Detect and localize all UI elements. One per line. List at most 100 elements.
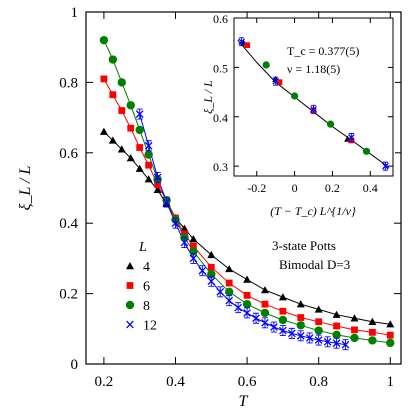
series-line-L8 <box>103 39 391 344</box>
data-point-L6 <box>145 161 153 169</box>
legend-label-L12: 12 <box>143 319 157 334</box>
data-point-L4 <box>108 136 117 144</box>
legend-marker-L8 <box>125 300 135 310</box>
data-point-L12 <box>198 266 207 275</box>
y-axis-title: ξ_L / L <box>17 166 34 211</box>
data-point-L4 <box>314 305 323 313</box>
inset-plot-frame <box>233 17 394 177</box>
data-point-L12 <box>144 141 153 150</box>
main-x-tick-label: 0.6 <box>238 374 257 390</box>
inset-series-markers <box>238 37 389 171</box>
data-point-L12 <box>171 219 180 228</box>
inset-annotation-tc: T_c = 0.377(5) <box>287 44 359 58</box>
data-point-L12 <box>279 326 287 335</box>
data-point-L8 <box>332 330 341 339</box>
data-point-L12 <box>314 336 323 344</box>
data-point-L4 <box>144 175 153 183</box>
data-point-L4 <box>99 127 108 135</box>
main-x-tick-label: 0.4 <box>166 374 185 390</box>
inset-y-axis-title: ξ_L / L <box>201 80 215 114</box>
inset-data-point-L6 <box>276 79 283 86</box>
inset-x-tick-label: -0.2 <box>247 181 266 195</box>
main-y-tick-label: 0.4 <box>59 216 78 232</box>
data-point-L6 <box>127 124 135 132</box>
data-point-L8 <box>278 315 288 325</box>
data-point-L6 <box>333 322 340 330</box>
data-point-L12 <box>287 329 296 338</box>
legend-marker-L12 <box>126 320 134 329</box>
data-point-L4 <box>117 145 126 153</box>
inset-x-tick-label: 0.2 <box>325 181 340 195</box>
inset-y-tick-label: 0.4 <box>213 111 228 125</box>
data-point-L4 <box>386 320 395 328</box>
data-point-L12 <box>162 198 171 206</box>
inset-y-tick-label: 0.6 <box>213 12 228 26</box>
legend: L 4 6 8 12 <box>125 240 157 334</box>
data-point-L4 <box>350 314 359 322</box>
data-point-L12 <box>243 309 251 317</box>
data-point-L8 <box>296 321 305 330</box>
data-point-L6 <box>136 144 144 151</box>
inset-x-tick-label: 0 <box>292 181 298 195</box>
data-point-L8 <box>224 287 234 297</box>
data-point-L12 <box>207 277 216 286</box>
legend-title: L <box>138 240 147 255</box>
data-point-L6 <box>368 328 376 336</box>
inset-x-tick-label: 0.4 <box>363 181 378 195</box>
data-point-L4 <box>189 235 198 243</box>
inset-x-axis-title: (T − T_c) L^{1/ν} <box>270 204 356 218</box>
data-point-L4 <box>180 224 189 232</box>
model-annotation-line-1: 3-state Potts <box>272 238 336 253</box>
data-point-L8 <box>260 308 270 318</box>
main-x-tick-label: 0.8 <box>309 374 328 390</box>
data-point-L12 <box>135 110 144 118</box>
data-point-L8 <box>368 336 377 345</box>
data-point-L4 <box>225 264 234 273</box>
series-line-L6 <box>103 78 391 336</box>
model-annotation-line-2: Bimodal D=3 <box>279 257 350 272</box>
data-point-L6 <box>243 291 251 299</box>
data-point-L6 <box>386 331 394 339</box>
inset-data-point-L12 <box>382 162 389 170</box>
data-point-L8 <box>117 78 126 87</box>
data-point-L12 <box>332 339 341 348</box>
data-point-L12 <box>180 238 189 247</box>
data-point-L6 <box>207 263 215 271</box>
data-point-L6 <box>351 326 358 334</box>
data-point-L6 <box>118 107 126 114</box>
data-point-L6 <box>154 181 161 188</box>
data-point-L6 <box>315 318 323 326</box>
inset-data-point-L12 <box>310 105 317 113</box>
inset-y-tick-label: 0.5 <box>213 61 228 75</box>
main-series-markers <box>99 35 395 351</box>
main-y-tick-label: 0.2 <box>59 287 78 303</box>
data-point-L8 <box>135 125 144 135</box>
main-y-tick-label: 0.6 <box>59 146 78 162</box>
data-point-L4 <box>153 185 162 193</box>
data-point-L4 <box>296 300 305 308</box>
data-point-L6 <box>279 307 287 315</box>
inset-data-point-L12 <box>272 77 279 85</box>
data-point-L12 <box>153 173 162 182</box>
data-point-L12 <box>234 303 242 312</box>
data-point-L12 <box>341 340 350 349</box>
data-point-L4 <box>207 250 216 259</box>
data-point-L12 <box>261 318 269 327</box>
data-point-L12 <box>296 331 305 340</box>
data-point-L4 <box>260 286 269 294</box>
data-point-L8 <box>314 326 323 335</box>
inset-data-point-L8 <box>290 92 299 100</box>
main-plot-frame <box>85 11 402 365</box>
data-point-L4 <box>135 164 144 172</box>
inset-annotation-nu: ν = 1.18(5) <box>287 62 340 76</box>
data-point-L6 <box>100 75 108 83</box>
inset-tick-labels: -0.2 0 0.2 0.4 0.3 0.4 0.5 0.6 <box>213 12 378 195</box>
data-point-L6 <box>261 300 269 308</box>
data-point-L4 <box>368 317 377 325</box>
series-line-L4 <box>103 131 391 325</box>
data-point-L6 <box>225 279 233 287</box>
data-point-L6 <box>297 314 305 321</box>
legend-label-L6: 6 <box>143 280 150 295</box>
legend-marker-L6 <box>126 282 134 289</box>
